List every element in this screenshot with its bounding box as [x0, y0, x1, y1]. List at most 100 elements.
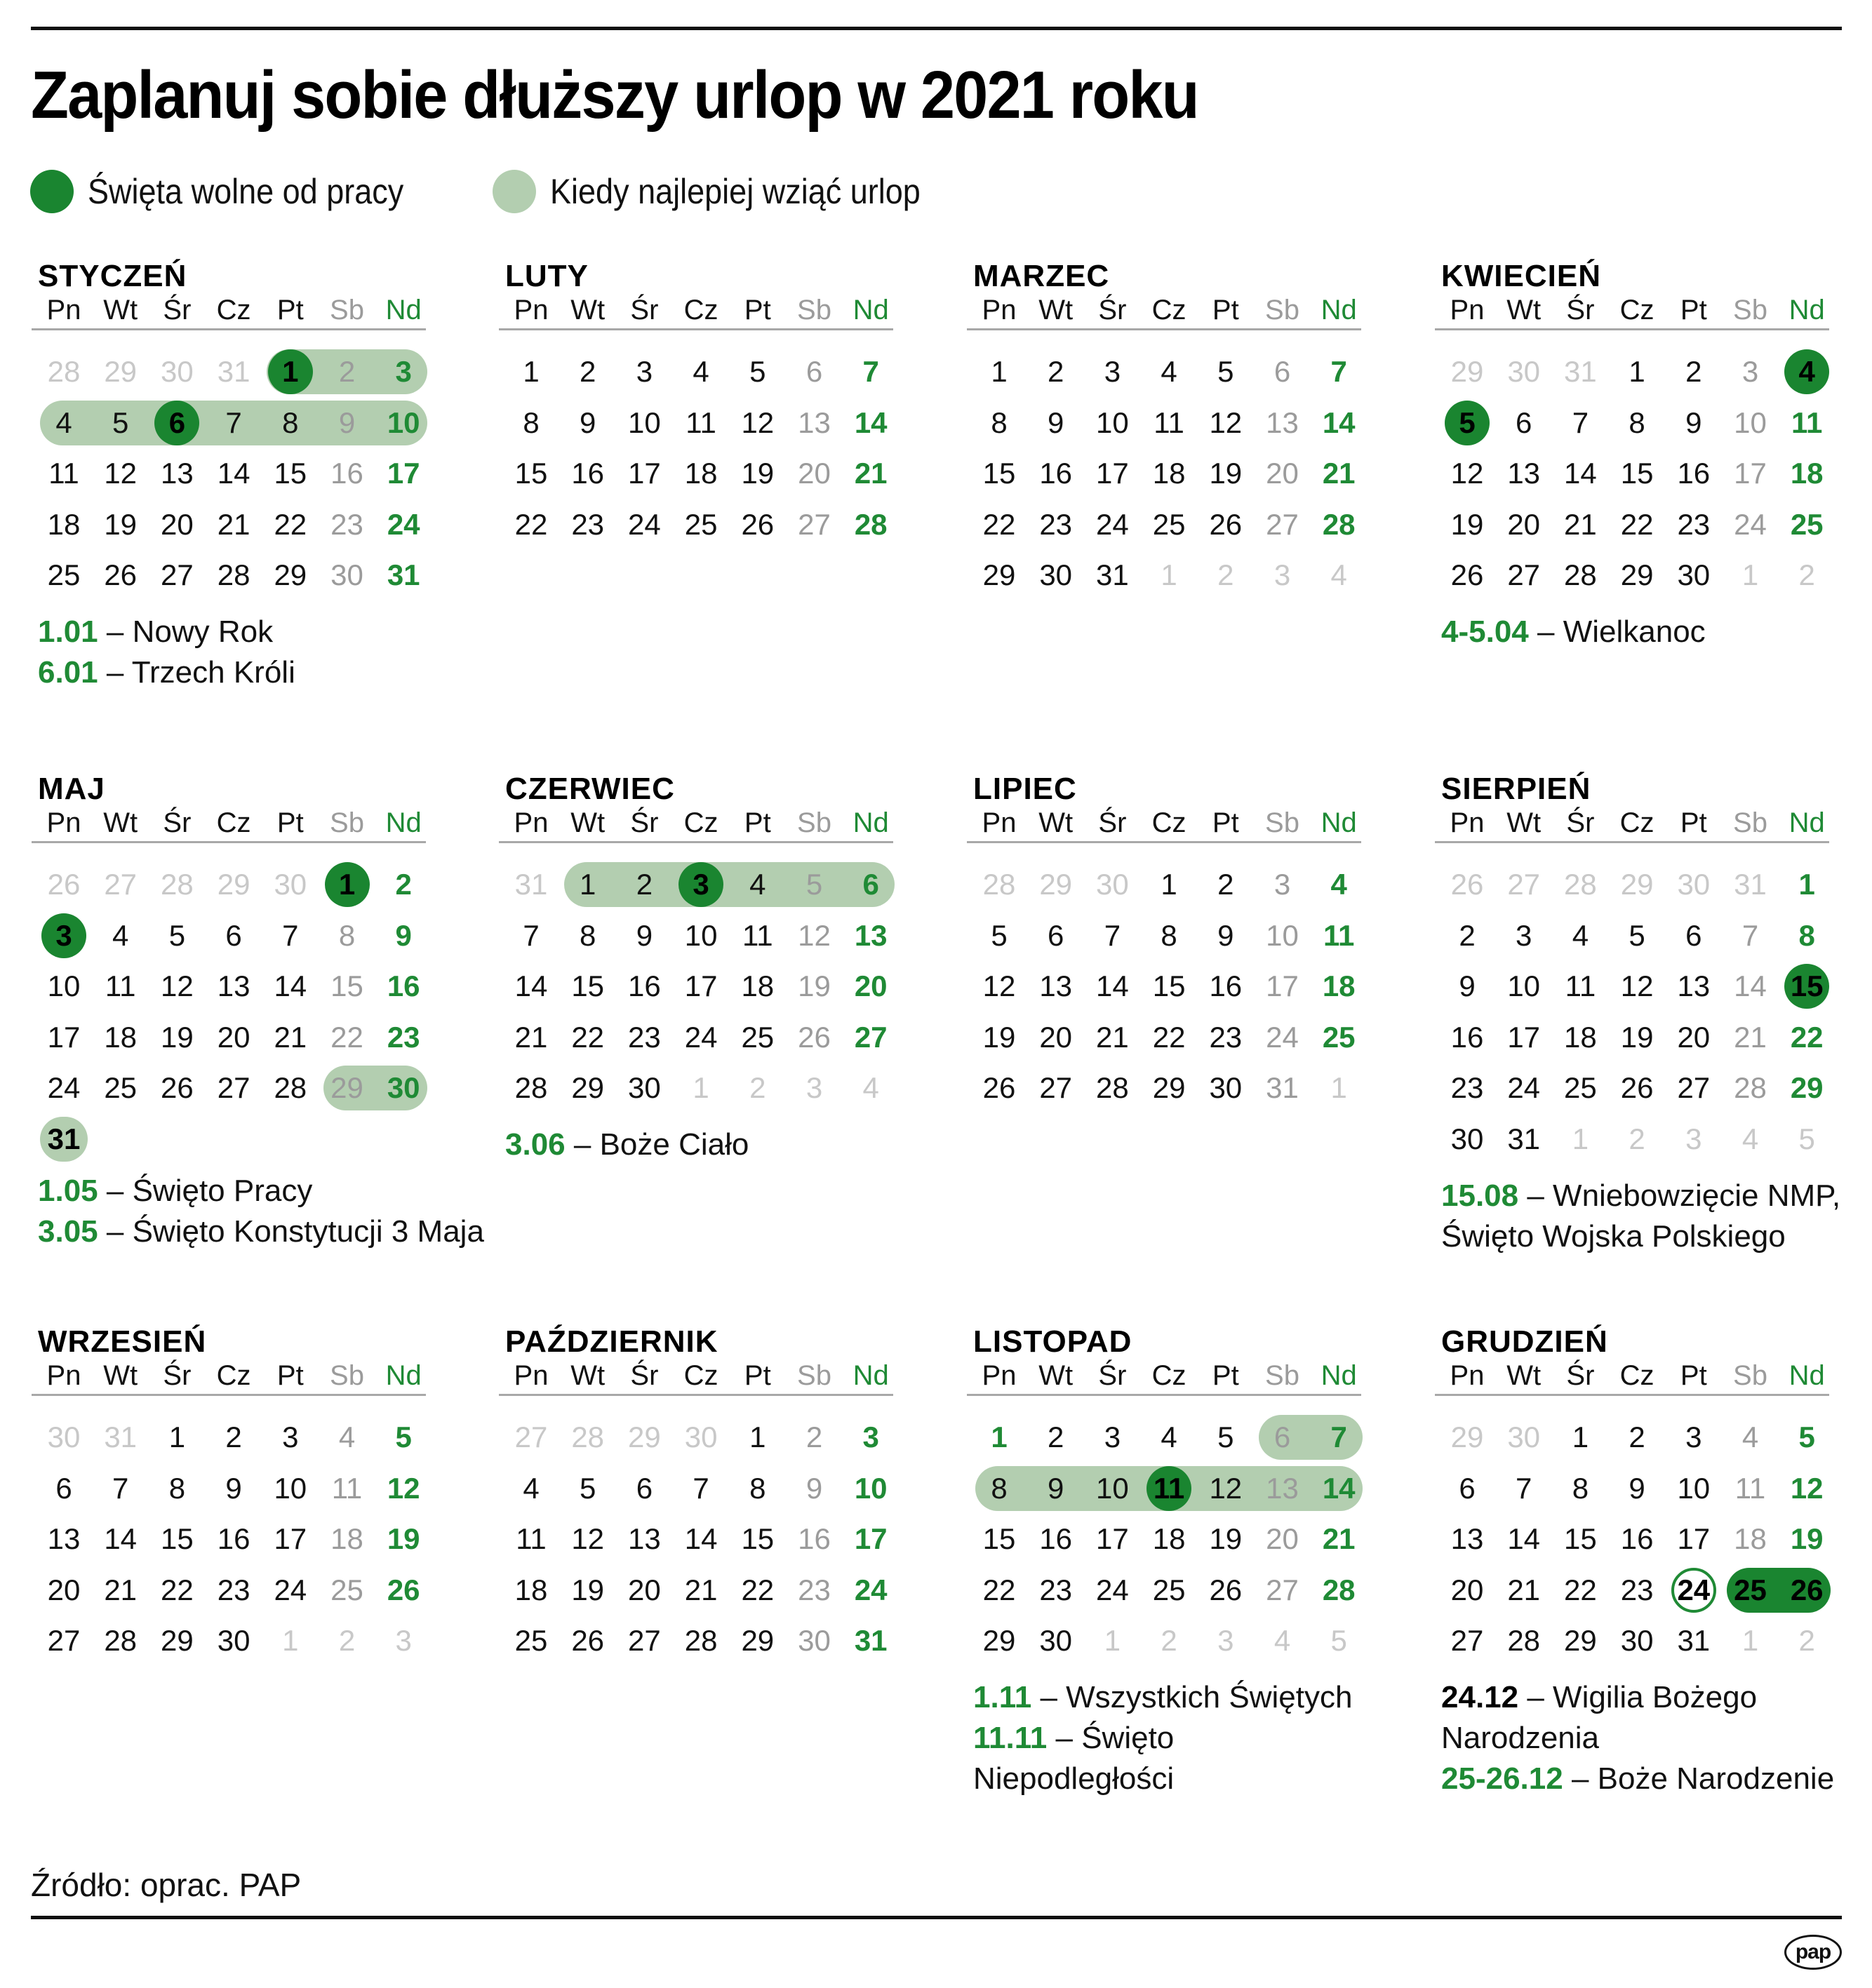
day-cell[interactable]: 27 — [854, 1020, 888, 1054]
day-cell[interactable]: 27 — [217, 1071, 250, 1104]
day-cell[interactable]: 9 — [225, 1471, 242, 1505]
day-cell[interactable]: 2 — [1798, 558, 1815, 591]
day-cell[interactable]: 11 — [1154, 405, 1184, 439]
day-cell[interactable]: 22 — [1790, 1020, 1824, 1054]
day-cell[interactable]: 23 — [330, 507, 363, 541]
day-cell[interactable]: 5 — [1217, 355, 1234, 388]
day-cell[interactable]: 1 — [991, 1421, 1008, 1453]
day-cell[interactable]: 12 — [1209, 405, 1243, 439]
day-cell[interactable]: 24 — [684, 1020, 718, 1054]
day-cell[interactable]: 28 — [1322, 507, 1356, 541]
day-cell[interactable]: 13 — [1266, 405, 1299, 439]
day-cell[interactable]: 28 — [854, 507, 888, 541]
day-cell[interactable]: 8 — [1629, 405, 1645, 439]
day-cell[interactable]: 6 — [1273, 355, 1291, 388]
day-cell[interactable]: 8 — [991, 405, 1008, 439]
day-cell[interactable]: 25 — [1564, 1071, 1597, 1104]
day-cell[interactable]: 16 — [798, 1522, 831, 1555]
day-cell[interactable]: 19 — [1790, 1522, 1824, 1555]
day-cell[interactable]: 12 — [104, 457, 138, 490]
day-cell[interactable]: 4 — [749, 868, 766, 901]
day-cell[interactable]: 21 — [514, 1020, 548, 1054]
day-cell[interactable]: 20 — [1266, 1522, 1299, 1555]
day-cell[interactable]: 7 — [225, 405, 242, 439]
day-cell[interactable]: 29 — [982, 1624, 1016, 1657]
day-cell[interactable]: 3 — [862, 1421, 879, 1453]
day-cell[interactable]: 18 — [1734, 1522, 1767, 1555]
day-cell[interactable]: 7 — [282, 918, 299, 952]
day-cell[interactable]: 20 — [1266, 457, 1299, 490]
day-cell[interactable]: 4 — [1572, 918, 1589, 952]
day-cell[interactable]: 3 — [1217, 1624, 1234, 1657]
day-cell[interactable]: 29 — [1620, 558, 1654, 591]
day-cell[interactable]: 1 — [1161, 558, 1177, 591]
day-cell[interactable]: 20 — [1677, 1020, 1711, 1054]
day-cell[interactable]: 29 — [1450, 1421, 1484, 1453]
day-cell[interactable]: 25 — [47, 558, 81, 591]
day-cell[interactable]: 13 — [854, 918, 888, 952]
day-cell[interactable]: 20 — [1507, 507, 1541, 541]
day-cell[interactable]: 16 — [330, 457, 363, 490]
day-cell[interactable]: 6 — [1273, 1421, 1291, 1453]
day-cell[interactable]: 7 — [1330, 355, 1347, 388]
day-cell[interactable]: 29 — [1564, 1624, 1597, 1657]
day-cell[interactable]: 12 — [1790, 1471, 1824, 1505]
day-cell[interactable]: 25 — [104, 1071, 138, 1104]
day-cell[interactable]: 2 — [1459, 918, 1476, 952]
day-cell[interactable]: 10 — [628, 405, 661, 439]
day-cell[interactable]: 10 — [684, 918, 718, 952]
day-cell[interactable]: 25 — [1322, 1020, 1356, 1054]
day-cell[interactable]: 10 — [274, 1471, 307, 1505]
day-cell[interactable]: 5 — [805, 868, 823, 901]
day-cell[interactable]: 22 — [161, 1573, 194, 1606]
day-cell[interactable]: 24 — [854, 1573, 888, 1606]
day-cell[interactable]: 28 — [217, 558, 250, 591]
day-cell[interactable]: 17 — [1677, 1522, 1711, 1555]
day-cell[interactable]: 28 — [1507, 1624, 1541, 1657]
day-cell[interactable]: 19 — [104, 507, 138, 541]
day-cell[interactable]: 12 — [1209, 1471, 1243, 1505]
day-cell[interactable]: 15 — [1790, 969, 1824, 1002]
day-cell[interactable]: 27 — [1507, 868, 1541, 901]
day-cell[interactable]: 13 — [1266, 1471, 1299, 1505]
day-cell[interactable]: 14 — [854, 405, 888, 439]
day-cell[interactable]: 13 — [161, 457, 194, 490]
day-cell[interactable]: 22 — [982, 1573, 1016, 1606]
day-cell[interactable]: 30 — [161, 355, 194, 388]
day-cell[interactable]: 25 — [684, 507, 718, 541]
day-cell[interactable]: 17 — [274, 1522, 307, 1555]
day-cell[interactable]: 25 — [741, 1020, 775, 1054]
day-cell[interactable]: 7 — [1330, 1421, 1347, 1453]
day-cell[interactable]: 23 — [1677, 507, 1711, 541]
day-cell[interactable]: 15 — [161, 1522, 194, 1555]
day-cell[interactable]: 17 — [684, 969, 718, 1002]
day-cell[interactable]: 26 — [1790, 1573, 1824, 1606]
day-cell[interactable]: 15 — [741, 1522, 775, 1555]
day-cell[interactable]: 4 — [1330, 868, 1347, 901]
day-cell[interactable]: 18 — [514, 1573, 548, 1606]
day-cell[interactable]: 29 — [741, 1624, 775, 1657]
day-cell[interactable]: 1 — [693, 1071, 709, 1104]
day-cell[interactable]: 4 — [1161, 1421, 1177, 1453]
day-cell[interactable]: 4 — [523, 1471, 540, 1505]
day-cell[interactable]: 16 — [1677, 457, 1711, 490]
day-cell[interactable]: 25 — [1152, 1573, 1186, 1606]
day-cell[interactable]: 31 — [104, 1421, 138, 1453]
day-cell[interactable]: 26 — [1620, 1071, 1654, 1104]
day-cell[interactable]: 11 — [742, 918, 773, 952]
day-cell[interactable]: 7 — [112, 1471, 129, 1505]
day-cell[interactable]: 21 — [684, 1573, 718, 1606]
day-cell[interactable]: 11 — [686, 405, 716, 439]
day-cell[interactable]: 31 — [854, 1624, 888, 1657]
day-cell[interactable]: 28 — [47, 355, 81, 388]
day-cell[interactable]: 27 — [161, 558, 194, 591]
day-cell[interactable]: 14 — [1096, 969, 1129, 1002]
day-cell[interactable]: 2 — [749, 1071, 766, 1104]
day-cell[interactable]: 1 — [1572, 1122, 1589, 1155]
day-cell[interactable]: 17 — [1734, 457, 1767, 490]
day-cell[interactable]: 1 — [282, 1624, 299, 1657]
day-cell[interactable]: 31 — [1266, 1071, 1299, 1104]
day-cell[interactable]: 29 — [217, 868, 250, 901]
day-cell[interactable]: 28 — [1564, 558, 1597, 591]
day-cell[interactable]: 21 — [1507, 1573, 1541, 1606]
